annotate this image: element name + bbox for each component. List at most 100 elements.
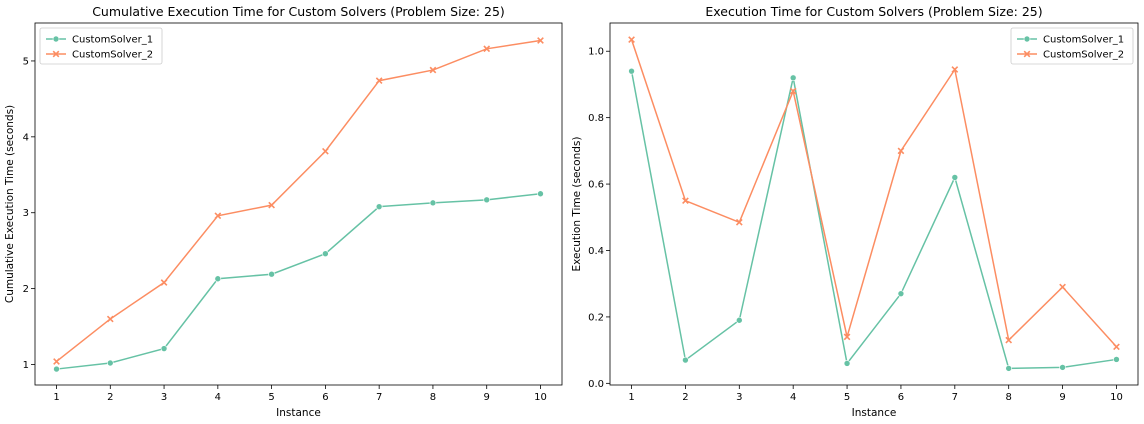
legend-marker [1023,35,1031,43]
x-axis-label: Instance [852,407,897,419]
data-point [322,147,329,155]
data-point [106,315,114,323]
legend: CustomSolver_1 CustomSolver_2 [39,27,163,65]
data-point [1059,364,1066,371]
legend-marker [1023,50,1031,58]
x-tick-label: 10 [1110,392,1123,403]
x-tick-label: 9 [484,392,490,403]
data-point [537,190,544,198]
data-point [53,365,60,373]
x-tick-label: 8 [430,392,436,403]
legend: CustomSolver_1 CustomSolver_2 [1010,27,1134,65]
x-tick-label: 4 [215,392,221,403]
data-point [897,290,905,297]
plot-area-frame [34,22,563,386]
data-point [628,36,635,43]
data-point [951,66,959,73]
data-point [1005,365,1012,372]
data-point [1059,283,1066,291]
legend-label: CustomSolver_2 [72,50,153,61]
legend-item: CustomSolver_1 [1017,35,1124,46]
x-tick-label: 5 [268,392,274,403]
y-axis-label: Execution Time (seconds) [571,136,583,271]
data-point [789,74,797,82]
data-point [268,201,275,209]
data-point [106,359,114,367]
data-point [214,275,222,283]
x-tick-label: 2 [682,392,688,403]
x-tick-label: 3 [161,392,167,403]
y-tick-label: 3 [23,208,29,219]
data-point [843,333,851,341]
data-point [537,37,544,44]
y-tick-label: 0.8 [588,113,604,124]
legend-item: CustomSolver_2 [46,50,153,61]
data-point [736,316,743,324]
x-tick-label: 3 [736,392,742,403]
series-line [630,39,1118,348]
data-point [897,147,905,155]
legend-marker [52,50,60,58]
legend-label: CustomSolver_1 [1043,35,1124,46]
data-point [735,218,743,226]
legend-marker [52,35,60,43]
x-axis-label: Instance [276,407,321,419]
x-tick-label: 6 [898,392,904,403]
x-tick-label: 5 [844,392,850,403]
data-point [1005,336,1013,344]
chart-2: Execution Time for Custom Solvers (Probl… [571,4,1139,419]
series-line [630,71,1117,370]
data-point [483,45,491,53]
chart-1: Cumulative Execution Time for Custom Sol… [4,4,563,419]
x-tick-label: 7 [952,392,958,403]
x-tick-label: 8 [1006,392,1012,403]
y-tick-label: 1 [23,360,29,371]
y-tick-label: 1.0 [588,47,604,58]
y-tick-label: 4 [23,132,29,143]
series-CustomSolver_2 [53,37,544,365]
data-point [375,203,383,210]
series-line [56,193,541,370]
data-point [483,196,491,204]
x-tick-label: 4 [790,392,796,403]
series-CustomSolver_2 [628,36,1120,351]
data-point [268,270,275,278]
x-tick-label: 1 [628,392,634,403]
data-point [160,279,168,286]
data-point [375,77,383,85]
series-CustomSolver_1 [628,67,1120,372]
y-axis-label: Cumulative Execution Time (seconds) [4,105,16,303]
x-tick-label: 10 [534,392,547,403]
data-point [951,174,959,181]
chart-title: Execution Time for Custom Solvers (Probl… [705,4,1042,19]
data-point [214,212,222,220]
data-point [322,250,329,258]
legend-item: CustomSolver_2 [1017,50,1124,61]
data-point [682,356,689,364]
x-tick-label: 7 [376,392,382,403]
data-point [682,197,689,205]
y-tick-label: 0.6 [588,180,604,191]
y-tick-label: 0.2 [588,312,604,323]
series-line [56,39,541,363]
data-point [429,199,437,207]
data-point [789,87,797,95]
data-point [1113,356,1120,363]
legend-frame [39,27,163,65]
y-tick-label: 5 [23,56,29,67]
legend-frame [1010,27,1134,65]
legend-label: CustomSolver_1 [72,35,153,46]
series-CustomSolver_1 [53,190,544,373]
x-tick-label: 1 [53,392,59,403]
x-tick-label: 6 [322,392,328,403]
y-tick-label: 0.0 [588,379,604,390]
data-point [628,67,635,75]
data-point [843,360,851,367]
data-point [429,66,437,74]
chart-title: Cumulative Execution Time for Custom Sol… [92,4,505,19]
data-point [53,358,60,365]
y-tick-label: 0.4 [588,246,604,257]
y-tick-label: 2 [23,284,29,295]
data-point [160,345,168,352]
